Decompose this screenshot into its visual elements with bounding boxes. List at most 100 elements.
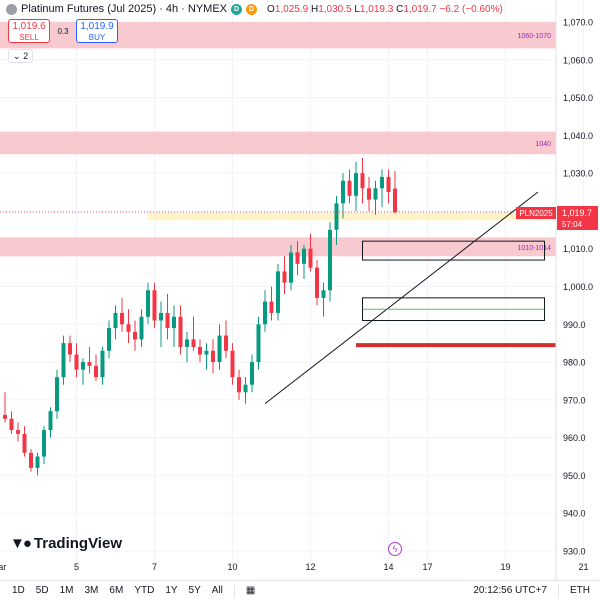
- calendar-icon[interactable]: ▦: [245, 585, 256, 596]
- buy-label: BUY: [88, 33, 106, 42]
- candle-body: [3, 414, 7, 419]
- candle-body: [224, 335, 228, 351]
- y-tick-label: 970.0: [563, 395, 586, 405]
- y-tick-label: 1,070.0: [563, 18, 593, 28]
- price-axis[interactable]: 930.0 940.0 950.0 960.0 970.0 980.0 990.0 1,000…: [563, 18, 593, 557]
- candle-body: [61, 343, 66, 378]
- delayed-data-icon[interactable]: D: [246, 3, 258, 15]
- range-5d[interactable]: 5D: [35, 585, 49, 596]
- x-tick-label: 5: [74, 562, 79, 572]
- candle-body: [380, 176, 384, 189]
- candle-body: [139, 316, 144, 340]
- candle-body: [243, 384, 248, 393]
- range-3m[interactable]: 3M: [84, 585, 99, 596]
- x-tick-label: 7: [152, 562, 157, 572]
- candle-body: [87, 362, 92, 366]
- zone-label: 1010-1014: [518, 245, 552, 252]
- y-tick-label: 1,050.0: [563, 93, 593, 103]
- y-tick-label: 940.0: [563, 509, 586, 519]
- time-axis[interactable]: Mar5710121417192124: [0, 562, 600, 572]
- candle-body: [152, 290, 157, 321]
- clock-readout[interactable]: 20:12:56 UTC+7: [473, 585, 547, 596]
- drawing-overlays: [0, 191, 556, 405]
- open-label: O: [267, 3, 275, 15]
- candle-body: [178, 316, 183, 347]
- candle-body: [42, 430, 46, 457]
- session-toggle[interactable]: ETH: [570, 585, 590, 596]
- countdown-timer: 57:04: [562, 220, 583, 229]
- candle-body: [341, 180, 345, 204]
- close-label: C: [396, 3, 404, 15]
- candle-body: [302, 248, 306, 264]
- candle-body: [230, 350, 235, 378]
- highlight-band: [148, 212, 556, 221]
- high-label: H: [310, 3, 319, 15]
- indicators-count: 2: [23, 51, 29, 61]
- price-tag-box: [557, 206, 598, 230]
- close-value: 1,019.7: [403, 3, 437, 15]
- data-status-icon[interactable]: D: [231, 3, 243, 15]
- candle-body: [126, 324, 131, 332]
- candle-series: [3, 158, 397, 476]
- candle-body: [198, 346, 202, 355]
- buy-button[interactable]: 1,019.9 BUY: [76, 19, 118, 43]
- candle-body: [120, 312, 124, 325]
- candle-body: [256, 324, 261, 363]
- range-all[interactable]: All: [211, 585, 223, 596]
- candle-body: [237, 377, 241, 393]
- x-tick-label: 17: [422, 562, 432, 572]
- sell-price: 1,019.6: [12, 21, 46, 32]
- x-tick-label: 21: [578, 562, 588, 572]
- sell-button[interactable]: 1,019.6 SELL: [8, 19, 50, 43]
- candle-body: [328, 229, 332, 291]
- candle-body: [48, 411, 53, 431]
- candle-body: [308, 248, 313, 268]
- change-value: −6.2 (−0.60%): [439, 3, 503, 15]
- indicators-toggle-button[interactable]: ⌄ 2: [8, 49, 34, 63]
- zone-label: 1040: [535, 141, 551, 148]
- candle-body: [172, 316, 176, 329]
- candle-body: [263, 301, 267, 325]
- candle-body: [74, 354, 79, 370]
- range-1d[interactable]: 1D: [12, 585, 25, 596]
- range-6m[interactable]: 6M: [109, 585, 124, 596]
- candle-body: [315, 267, 319, 298]
- candle-body: [360, 173, 365, 189]
- candle-body: [282, 271, 287, 283]
- candle-body: [276, 271, 280, 313]
- range-1y[interactable]: 1Y: [165, 585, 178, 596]
- candle-body: [146, 290, 150, 317]
- candle-body: [354, 173, 358, 196]
- candle-body: [107, 328, 111, 351]
- high-value: 1,030.5: [318, 3, 352, 15]
- candle-body: [113, 312, 118, 329]
- candle-body: [9, 418, 14, 431]
- toolbar-divider: [558, 583, 559, 598]
- flash-icon[interactable]: ϟ: [388, 542, 402, 556]
- candle-body: [165, 312, 170, 329]
- symbol-tag: [516, 207, 556, 219]
- chevron-down-icon: ⌄: [13, 51, 21, 61]
- x-tick-label: 12: [305, 562, 315, 572]
- y-tick-label: 1,030.0: [563, 169, 593, 179]
- x-tick-label: 19: [500, 562, 510, 572]
- symbol-title[interactable]: Platinum Futures (Jul 2025) · 4h · NYMEX: [21, 3, 228, 15]
- candle-body: [81, 362, 85, 370]
- price-tag-value: 1,019.7: [562, 208, 592, 218]
- chart-header: Platinum Futures (Jul 2025) · 4h · NYMEX…: [6, 2, 503, 16]
- sell-label: SELL: [19, 33, 39, 42]
- range-ytd[interactable]: YTD: [134, 585, 155, 596]
- spread-value: 0.3: [57, 27, 69, 36]
- y-tick-label: 930.0: [563, 547, 586, 557]
- range-1m[interactable]: 1M: [59, 585, 74, 596]
- x-tick-label: 10: [227, 562, 237, 572]
- bottom-toolbar: 1D 5D 1M 3M 6M YTD 1Y 5Y All ▦ 20:12:56 …: [0, 580, 600, 600]
- tradingview-logo: ▼● TradingView: [10, 535, 122, 552]
- symbol-tag-label: PLN2025: [519, 209, 553, 218]
- candle-body: [295, 252, 300, 264]
- candle-body: [217, 335, 222, 363]
- ohlc-readout: O1,025.9 H1,030.5 L1,019.3 C1,019.7 −6.2…: [267, 4, 503, 15]
- candle-body: [321, 290, 326, 298]
- range-5y[interactable]: 5Y: [188, 585, 201, 596]
